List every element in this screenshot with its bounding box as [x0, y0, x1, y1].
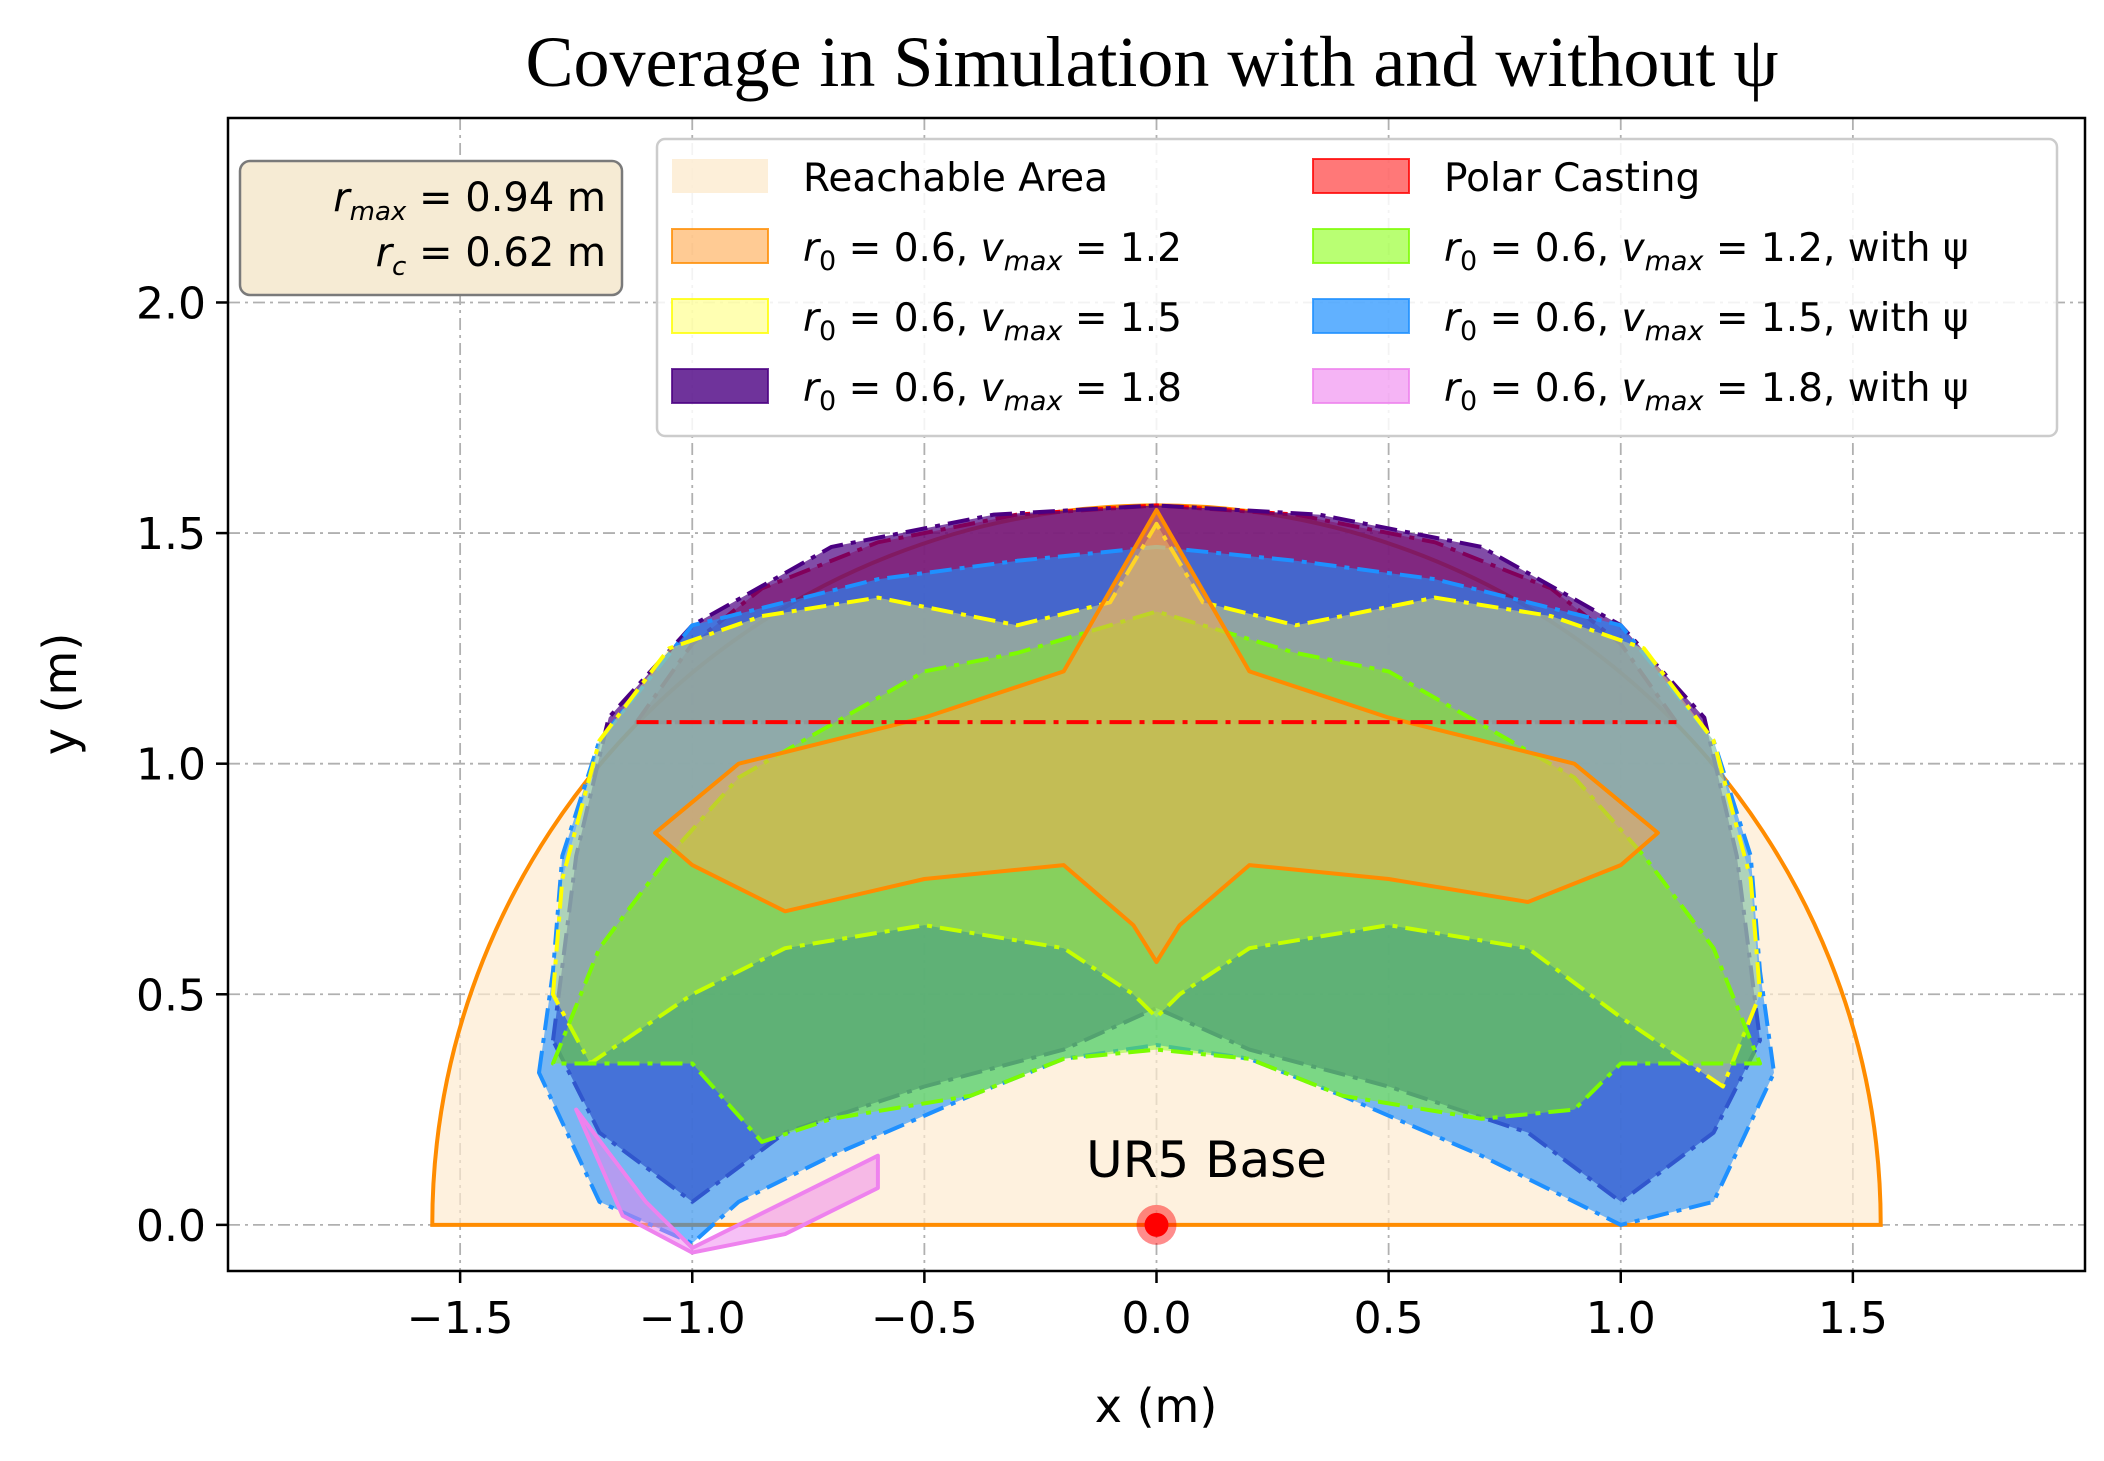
- legend-swatch-reachable: [672, 159, 768, 193]
- legend-swatch-v15psi: [1312, 298, 1410, 334]
- y-axis-ticks: 0.0 0.5 1.0 1.5 2.0: [136, 278, 228, 1252]
- legend-swatch-v18: [671, 368, 769, 404]
- x-tick-label: 0.5: [1354, 1293, 1424, 1344]
- info-box: rmax = 0.94 m rc = 0.62 m: [238, 159, 624, 297]
- legend-label-v15psi: r0 = 0.6, vmax = 1.5, with ψ: [1444, 296, 1969, 347]
- x-axis-ticks: −1.5 −1.0 −0.5 0.0 0.5 1.0 1.5: [407, 1271, 1888, 1344]
- y-tick-label: 1.5: [136, 509, 206, 560]
- x-tick-label: −0.5: [871, 1293, 978, 1344]
- legend-frame: [655, 137, 2059, 438]
- y-axis-label: y (m): [33, 633, 87, 756]
- series-v12: [653, 508, 1660, 964]
- chart-title: Coverage in Simulation with and without …: [526, 22, 1779, 102]
- info-box-frame: [238, 159, 624, 297]
- annotation-layer: UR5 Base: [1086, 1131, 1327, 1245]
- legend-swatch-v12: [671, 228, 769, 264]
- legend-label-v18psi: r0 = 0.6, vmax = 1.8, with ψ: [1444, 366, 1969, 417]
- y-tick-label: 0.0: [136, 1201, 206, 1252]
- legend-label-reachable: Reachable Area: [803, 156, 1108, 201]
- series-v18psi: [574, 1107, 880, 1255]
- legend-label-v15: r0 = 0.6, vmax = 1.5: [803, 296, 1182, 347]
- series-layer: [430, 503, 1883, 1255]
- y-tick-label: 0.5: [136, 970, 206, 1021]
- legend: Reachable Area r0 = 0.6, vmax = 1.2 r0 = 0…: [655, 137, 2059, 438]
- x-tick-label: −1.5: [407, 1293, 514, 1344]
- x-tick-label: 1.5: [1818, 1293, 1888, 1344]
- legend-swatch-v18psi: [1312, 368, 1410, 404]
- y-tick-label: 1.0: [136, 740, 206, 791]
- base-label: UR5 Base: [1086, 1131, 1327, 1189]
- legend-label-polar: Polar Casting: [1444, 156, 1700, 201]
- base-marker: [1144, 1212, 1169, 1237]
- legend-label-v12psi: r0 = 0.6, vmax = 1.2, with ψ: [1444, 226, 1969, 277]
- info-rmax: rmax = 0.94 m: [333, 175, 606, 227]
- x-tick-label: −1.0: [639, 1293, 746, 1344]
- legend-label-v18: r0 = 0.6, vmax = 1.8: [803, 366, 1182, 417]
- x-axis-label: x (m): [1095, 1379, 1218, 1433]
- x-tick-label: 0.0: [1122, 1293, 1192, 1344]
- legend-swatch-v12psi: [1312, 228, 1410, 264]
- x-tick-label: 1.0: [1586, 1293, 1656, 1344]
- legend-swatch-v15: [671, 298, 769, 334]
- info-rc: rc = 0.62 m: [376, 230, 606, 282]
- y-tick-label: 2.0: [136, 278, 206, 329]
- legend-swatch-polar: [1312, 158, 1410, 194]
- legend-label-v12: r0 = 0.6, vmax = 1.2: [803, 226, 1182, 277]
